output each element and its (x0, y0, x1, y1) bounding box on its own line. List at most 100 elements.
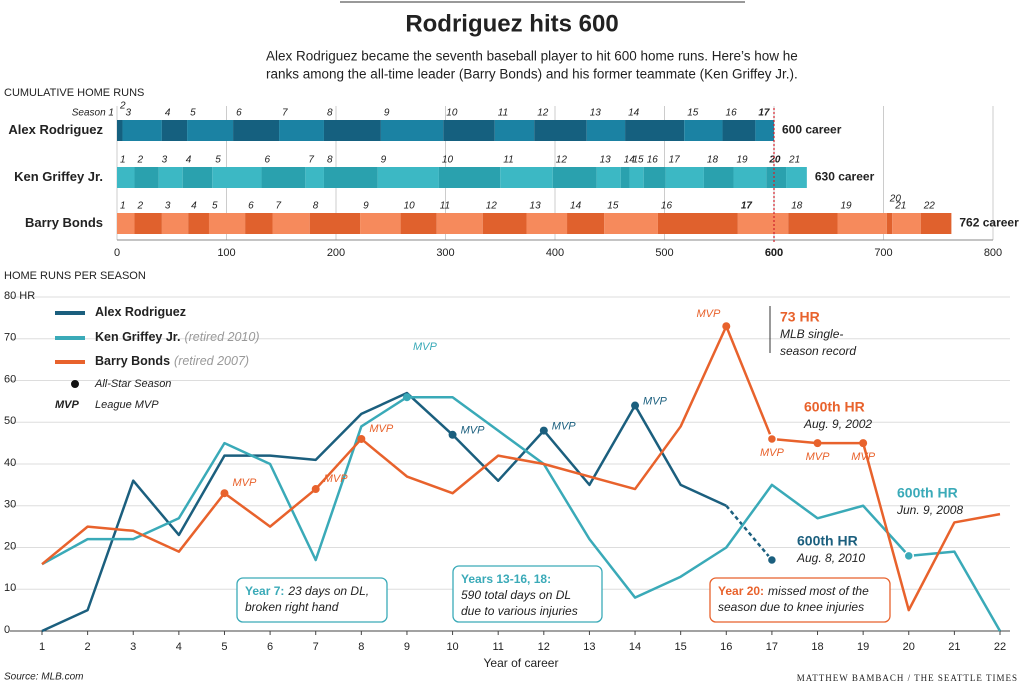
mvp-label: MVP (552, 421, 577, 433)
legend-label: Barry Bonds (retired 2007) (95, 354, 249, 368)
bar-segment (657, 213, 738, 234)
title: Rodriguez hits 600 (405, 10, 618, 37)
x-tick-label: 14 (629, 641, 641, 653)
legend-note: (retired 2007) (174, 354, 249, 368)
bar-segment (837, 213, 887, 234)
bar-segment (552, 167, 597, 188)
mvp-point (631, 401, 640, 410)
row-label: Ken Griffey Jr. (14, 169, 103, 184)
segment-label: 5 (190, 108, 196, 119)
y-tick-label: 30 (4, 499, 16, 511)
bar-segment (158, 167, 183, 188)
segment-label: 16 (661, 201, 673, 212)
mvp-point (859, 439, 868, 448)
x-tick-label: 13 (583, 641, 595, 653)
x-tick-label: 400 (546, 247, 564, 259)
x-tick-label: 11 (492, 641, 503, 653)
series-line (41, 391, 727, 633)
segment-label: 12 (556, 155, 568, 166)
segment-label: 17 (758, 108, 770, 119)
bar-segment (892, 213, 921, 234)
segment-label: 11 (503, 155, 513, 166)
x-tick-label: 5 (221, 641, 227, 653)
segment-label: 11 (440, 201, 450, 212)
marker-label: 600 (765, 247, 783, 259)
bar-segment (117, 167, 135, 188)
x-tick-label: 700 (874, 247, 892, 259)
segment-label: 15 (687, 108, 699, 119)
bar-segment (134, 213, 162, 234)
bar-segment (161, 120, 188, 141)
y-tick-label: 60 (4, 373, 16, 385)
segment-label: 2 (119, 101, 126, 112)
segment-label: 14 (624, 155, 636, 166)
annotation-text: season record (780, 344, 856, 358)
milestone-point (766, 433, 778, 445)
bar-segment (722, 120, 756, 141)
annotation-title: 600th HR (897, 485, 958, 501)
segment-label: 9 (381, 155, 387, 166)
y-tick-label: 10 (4, 582, 16, 594)
segment-label: Season 1 (72, 108, 114, 119)
segment-label: 4 (186, 155, 192, 166)
bar-segment (586, 120, 626, 141)
segment-label: 11 (498, 108, 508, 119)
segment-label: 12 (486, 201, 498, 212)
segment-label: 17 (669, 155, 681, 166)
x-tick-label: 500 (655, 247, 673, 259)
legend-note: (retired 2010) (184, 330, 259, 344)
callout-line: missed most of the (768, 584, 869, 598)
bar-segment (886, 213, 893, 234)
legend-name: Alex Rodriguez (95, 305, 186, 319)
callout-box (236, 577, 388, 623)
segment-label: 19 (736, 155, 748, 166)
x-tick-label: 300 (436, 247, 454, 259)
callout-box (452, 565, 603, 623)
mvp-label: MVP (232, 477, 257, 489)
x-tick-label: 800 (984, 247, 1002, 259)
bar-segment (245, 213, 273, 234)
bar-segment (786, 167, 807, 188)
segment-label: 13 (600, 155, 612, 166)
bar-segment (400, 213, 437, 234)
legend-allstar: All-Star Season (94, 378, 171, 390)
bar-segment (755, 120, 774, 141)
subtitle: ranks among the all-time leader (Barry B… (266, 67, 798, 82)
series-line (41, 395, 1002, 632)
segment-label: 3 (165, 201, 171, 212)
bar-segment (272, 213, 310, 234)
bar-segment (182, 167, 213, 188)
bar-segment (733, 167, 767, 188)
x-tick-label: 8 (358, 641, 364, 653)
bar-segment (161, 213, 189, 234)
x-tick-label: 4 (176, 641, 182, 653)
x-tick-label: 0 (114, 247, 120, 259)
bar-segment (233, 120, 280, 141)
bar-segment (788, 213, 838, 234)
series-line (41, 324, 1001, 612)
bar-segment (261, 167, 306, 188)
callout-lead: Year 20: (718, 584, 764, 598)
x-axis-label: Year of career (484, 656, 559, 670)
bar-segment (436, 213, 483, 234)
mvp-point (311, 485, 320, 494)
mvp-label: MVP (461, 425, 486, 437)
mvp-label: MVP (806, 451, 831, 463)
callout-text: season due to knee injuries (718, 600, 864, 614)
x-tick-label: 3 (130, 641, 136, 653)
mvp-point (539, 426, 548, 435)
x-tick-label: 7 (313, 641, 319, 653)
segment-label: 10 (446, 108, 458, 119)
mvp-point (448, 430, 457, 439)
bar-segment (766, 167, 787, 188)
segment-label: 7 (275, 201, 281, 212)
callout-line: 23 days on DL, (287, 584, 369, 598)
bar-segment (380, 120, 444, 141)
legend-allstar-dot (71, 380, 79, 388)
segment-label: 7 (308, 155, 314, 166)
mvp-point (220, 489, 229, 498)
milestone-point (766, 554, 778, 566)
annotation-text: Jun. 9, 2008 (896, 503, 963, 517)
y-tick-label: 50 (4, 415, 16, 427)
